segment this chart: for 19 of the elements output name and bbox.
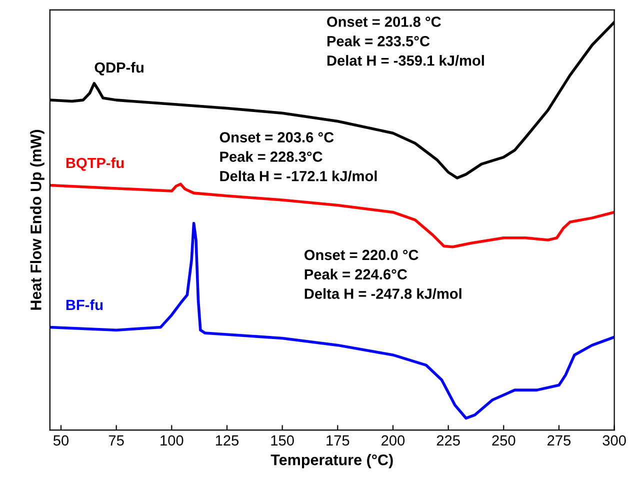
annotation: Onset = 201.8 °C Peak = 233.5°C Delat H = -359.1 kJ/mol xyxy=(327,16,484,66)
series-label: BF-fu xyxy=(66,299,103,310)
annotation: Onset = 203.6 °C Peak = 228.3°C Delta H = -172.1 kJ/mol xyxy=(220,132,377,182)
x-tick-label: 200 xyxy=(382,435,405,446)
annotation: Onset = 220.0 °C Peak = 224.6°C Delta H = -247.8 kJ/mol xyxy=(304,250,462,300)
series-label: BQTP-fu xyxy=(66,157,124,171)
y-axis-title: Heat Flow Endo Up (mW) xyxy=(30,130,44,310)
x-tick-label: 250 xyxy=(492,435,516,446)
x-tick-label: 100 xyxy=(160,435,184,446)
x-tick-label: 275 xyxy=(548,435,571,446)
series-label: QDP-fu xyxy=(94,62,144,76)
x-tick-label: 50 xyxy=(53,435,69,446)
x-axis-title: Temperature (°C) xyxy=(270,454,393,468)
x-tick-label: 75 xyxy=(108,435,124,446)
x-tick-label: 225 xyxy=(436,435,460,446)
x-tick-label: 175 xyxy=(326,435,350,446)
x-tick-label: 125 xyxy=(216,435,239,446)
x-tick-label: 150 xyxy=(271,435,294,446)
x-tick-label: 300 xyxy=(602,435,626,446)
